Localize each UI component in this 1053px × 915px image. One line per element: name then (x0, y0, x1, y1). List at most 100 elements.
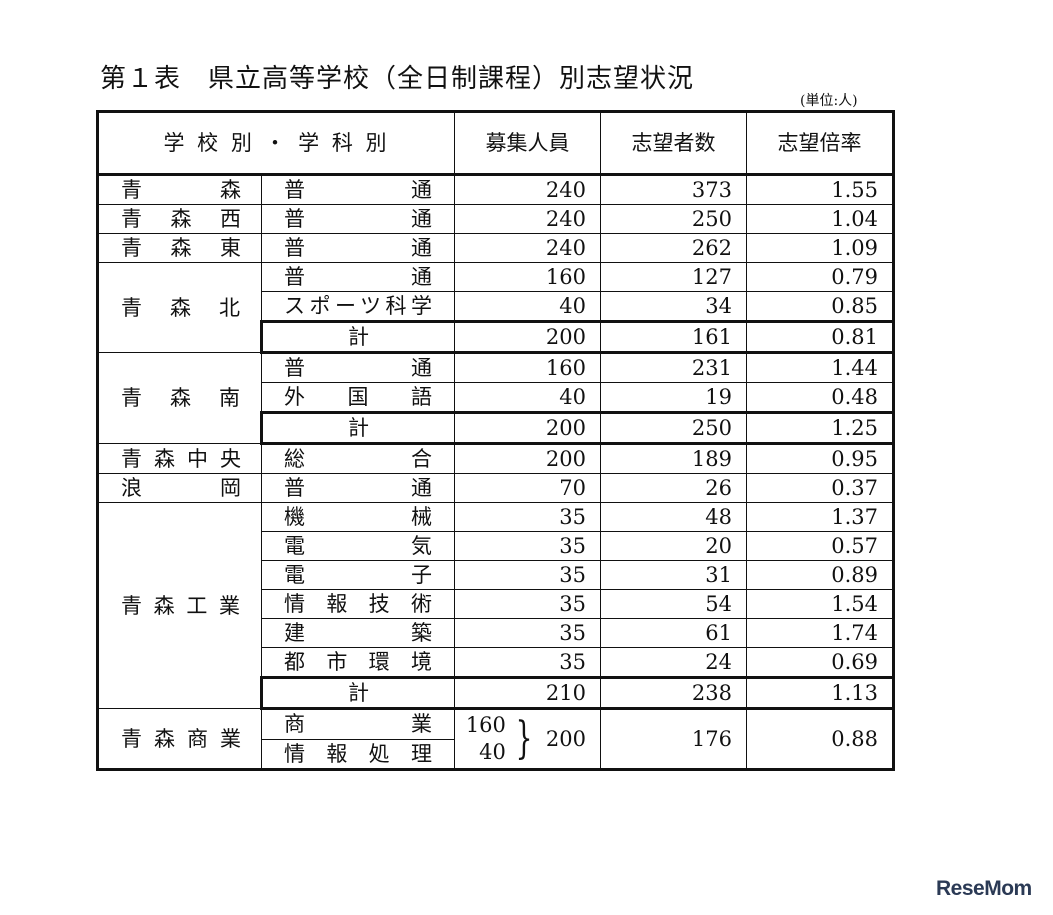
department-name: 普通 (261, 233, 455, 263)
school-name: 青森商業 (97, 708, 262, 770)
applicants-cell: 26 (600, 473, 747, 503)
capacity-cell: 35 (454, 647, 601, 678)
applicants-cell: 48 (600, 502, 747, 532)
ratio-cell: 1.13 (746, 676, 894, 710)
school-name: 青森工業 (97, 502, 262, 709)
table-row: 情報処理 (98, 738, 894, 770)
table-row: 青森中央 総合 200 189 0.95 (97, 443, 894, 474)
table-row: 情報技術 35 54 1.54 (98, 589, 894, 619)
capacity-cell: 210 (454, 676, 601, 710)
school-name: 青森 (97, 174, 262, 205)
applicants-cell: 231 (600, 352, 747, 383)
table-row: 青森北 普通 160 127 0.79 (97, 262, 894, 353)
header-applicants: 志望者数 (600, 111, 747, 176)
capacity-cell: 200 (454, 320, 601, 354)
capacity-cell: 240 (454, 174, 601, 205)
ratio-cell: 0.48 (746, 382, 894, 413)
total-row: 計 200 250 1.25 (98, 411, 894, 445)
department-name: 都市環境 (261, 647, 455, 678)
table-row: 青森工業 機械 35 48 1.37 (97, 502, 894, 709)
applicants-cell: 19 (600, 382, 747, 413)
applicants-cell: 238 (600, 676, 747, 710)
capacity-cell: 40 (454, 291, 601, 322)
table-row: 外国語 40 19 0.48 (98, 382, 894, 413)
applicants-cell: 34 (600, 291, 747, 322)
applicants-cell: 161 (600, 320, 747, 354)
table-row: 青森西 普通 240 250 1.04 (97, 204, 894, 234)
unit-label: (単位:人) (800, 93, 858, 109)
ratio-cell: 0.85 (746, 291, 894, 322)
capacity-cell: 35 (454, 560, 601, 590)
applicants-cell: 373 (600, 174, 747, 205)
ratio-cell: 1.74 (746, 618, 894, 648)
header-ratio: 志望倍率 (746, 111, 894, 176)
ratio-cell: 1.55 (746, 174, 894, 205)
capacity-cell: 160 (454, 352, 601, 383)
applicants-cell: 127 (600, 262, 747, 292)
table-row: 建築 35 61 1.74 (98, 618, 894, 648)
brace-icon: } (515, 713, 533, 764)
table-row: 電気 35 20 0.57 (98, 531, 894, 561)
capacity-cell: 200 (454, 411, 601, 445)
capacity-cell: 240 (454, 204, 601, 234)
ratio-cell: 0.57 (746, 531, 894, 561)
applications-table: 学 校 別 ・ 学 科 別 募集人員 志望者数 志望倍率 青森 普通 240 373 1… (96, 110, 895, 771)
table-title: 第１表 県立高等学校（全日制課程）別志望状況 (100, 64, 695, 94)
department-name: 外国語 (261, 382, 455, 413)
header-row: 学 校 別 ・ 学 科 別 募集人員 志望者数 志望倍率 (97, 111, 894, 176)
applicants-cell: 20 (600, 531, 747, 561)
school-name: 青森北 (97, 262, 262, 353)
ratio-cell: 1.25 (746, 411, 894, 445)
department-name: 建築 (261, 618, 455, 648)
capacity-cell: 35 (454, 531, 601, 561)
school-name: 青森西 (97, 204, 262, 234)
applicants-cell: 176 (600, 708, 747, 770)
ratio-cell: 1.44 (746, 352, 894, 383)
total-row: 計 200 161 0.81 (98, 320, 894, 354)
table-row: 電子 35 31 0.89 (98, 560, 894, 590)
capacity-cell: 35 (454, 502, 601, 532)
ratio-cell: 1.37 (746, 502, 894, 532)
applicants-cell: 250 (600, 204, 747, 234)
school-name: 浪岡 (97, 473, 262, 503)
capacity-cell: 40 (454, 382, 601, 413)
table-row: 青森商業 商業 160 40 } 200 176 0.88 (97, 708, 894, 770)
ratio-cell: 1.54 (746, 589, 894, 619)
department-name: 普通 (261, 262, 455, 292)
department-name: 商業 (261, 708, 455, 740)
capacity-total: 200 (545, 727, 586, 751)
table-row: 青森 普通 240 373 1.55 (97, 174, 894, 205)
ratio-cell: 0.88 (746, 708, 894, 770)
header-capacity: 募集人員 (454, 111, 601, 176)
table-row: 青森南 普通 160 231 1.44 (97, 352, 894, 444)
applicants-cell: 189 (600, 443, 747, 474)
applicants-cell: 54 (600, 589, 747, 619)
applicants-cell: 24 (600, 647, 747, 678)
ratio-cell: 0.69 (746, 647, 894, 678)
ratio-cell: 0.37 (746, 473, 894, 503)
applicants-cell: 31 (600, 560, 747, 590)
capacity-cell: 160 (454, 262, 601, 292)
department-name: 総合 (261, 443, 455, 474)
capacity-value: 40 (479, 740, 506, 764)
department-name: 機械 (261, 502, 455, 532)
department-name: スポーツ科学 (261, 291, 455, 322)
total-label: 計 (260, 676, 455, 710)
department-name: 電子 (261, 560, 455, 590)
ratio-cell: 1.09 (746, 233, 894, 263)
department-name: 普通 (261, 204, 455, 234)
applicants-cell: 262 (600, 233, 747, 263)
ratio-cell: 0.89 (746, 560, 894, 590)
capacity-cell: 240 (454, 233, 601, 263)
department-name: 普通 (261, 174, 455, 205)
capacity-cell: 200 (454, 443, 601, 474)
applicants-cell: 250 (600, 411, 747, 445)
department-name: 電気 (261, 531, 455, 561)
ratio-cell: 1.04 (746, 204, 894, 234)
ratio-cell: 0.95 (746, 443, 894, 474)
table-row: 都市環境 35 24 0.69 (98, 647, 894, 678)
department-name: 情報処理 (261, 738, 455, 770)
capacity-cell: 35 (454, 589, 601, 619)
capacity-cell: 160 40 } 200 (454, 708, 601, 770)
table-row: 浪岡 普通 70 26 0.37 (97, 473, 894, 503)
